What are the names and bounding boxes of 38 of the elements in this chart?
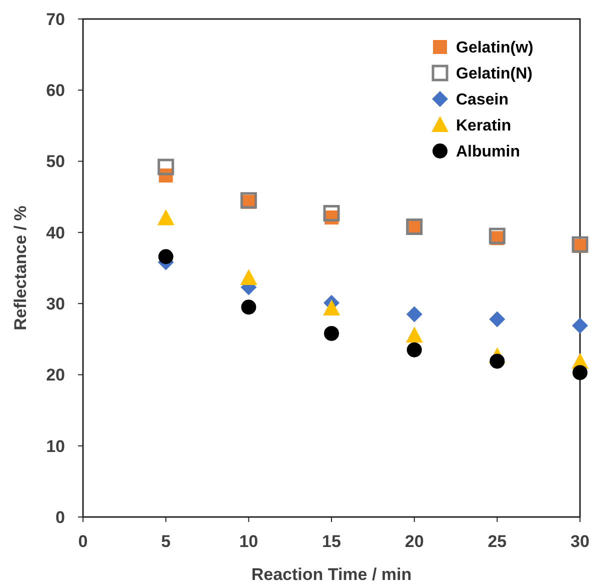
y-tick-label: 30 — [46, 294, 65, 314]
legend-label: Keratin — [456, 118, 512, 135]
x-tick-label: 5 — [161, 532, 171, 551]
point — [323, 300, 340, 316]
point — [406, 326, 423, 343]
legend-label: Albumin — [456, 144, 520, 161]
y-tick-label: 50 — [46, 152, 65, 172]
point — [323, 204, 340, 222]
point — [572, 318, 588, 334]
point — [489, 311, 506, 328]
legend-label: Gelatin(w) — [456, 40, 534, 57]
y-tick-label: 0 — [56, 508, 65, 527]
point — [490, 354, 505, 369]
point — [572, 365, 588, 380]
x-tick-label: 25 — [488, 532, 507, 551]
y-axis-title: Reflectance / % — [11, 206, 30, 330]
point — [406, 306, 422, 322]
point — [241, 300, 256, 315]
y-tick-label: 40 — [46, 223, 65, 242]
legend-label: Casein — [456, 92, 508, 109]
y-tick-label: 10 — [46, 436, 65, 456]
point — [157, 209, 174, 226]
x-tick-label: 0 — [78, 532, 88, 551]
y-tick-label: 20 — [46, 366, 65, 385]
x-tick-label: 15 — [322, 532, 341, 551]
x-axis-title: Reaction Time / min — [251, 565, 412, 584]
x-tick-label: 30 — [570, 532, 590, 551]
legend-label: Gelatin(N) — [456, 66, 532, 83]
point — [406, 342, 422, 358]
y-tick-label: 60 — [46, 81, 65, 100]
point — [158, 158, 174, 176]
x-tick-label: 10 — [239, 532, 258, 551]
point — [324, 326, 339, 341]
point — [240, 268, 258, 285]
y-tick-label: 70 — [46, 10, 65, 29]
point — [488, 228, 506, 244]
x-tick-label: 20 — [404, 532, 424, 551]
point — [158, 249, 174, 264]
